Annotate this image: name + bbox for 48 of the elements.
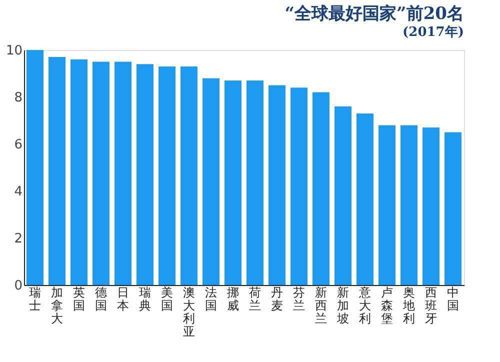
bar [92,62,110,285]
bar [444,132,462,285]
bar [202,78,220,285]
x-tick-label: 瑞典 [139,286,151,312]
chart-subtitle: (2017年) [402,25,464,40]
bar [70,59,88,285]
x-tick-label: 卢森堡 [381,286,393,326]
x-tick-label: 美国 [161,286,173,312]
x-tick-label: 中国 [447,286,459,312]
x-tick-label: 芬兰 [293,286,305,312]
bar [334,106,352,285]
bar [136,64,154,285]
x-tick-label: 奥地利 [402,286,415,326]
bar [378,125,396,285]
bar [312,92,330,285]
bar [246,80,264,285]
bar [26,50,44,285]
y-tick-label: 10 [6,44,22,58]
x-tick-label: 西班牙 [425,286,437,326]
x-tick-label: 新西兰 [315,286,327,326]
bar [268,85,286,285]
x-tick-label: 意大利 [358,286,371,326]
x-tick-label: 英国 [73,286,85,312]
x-tick-label: 德国 [95,286,107,312]
chart-title: “全球最好国家”前20名 [284,4,464,24]
x-tick-label: 法国 [205,286,217,312]
y-tick-label: 8 [14,90,22,106]
y-tick-label: 6 [14,138,22,152]
x-tick-label: 丹麦 [271,286,283,312]
bar [422,128,440,285]
bar [400,125,418,285]
y-tick-label: 0 [14,278,22,294]
y-tick-label: 2 [14,232,22,246]
x-tick-label: 荷兰 [249,286,261,312]
x-tick-label: 新加坡 [336,286,349,326]
bar [158,66,176,285]
y-tick-label: 4 [14,184,22,200]
bar [356,113,374,285]
bar [224,80,242,285]
x-tick-label: 瑞士 [29,286,41,312]
x-tick-label: 澳大利亚 [183,286,195,338]
bar [180,66,198,285]
bar [48,57,66,285]
x-tick-label: 日本 [117,286,129,312]
x-tick-label: 挪威 [227,286,239,312]
x-tick-label: 加拿大 [51,286,63,326]
bar [290,88,308,285]
bar [114,62,132,285]
